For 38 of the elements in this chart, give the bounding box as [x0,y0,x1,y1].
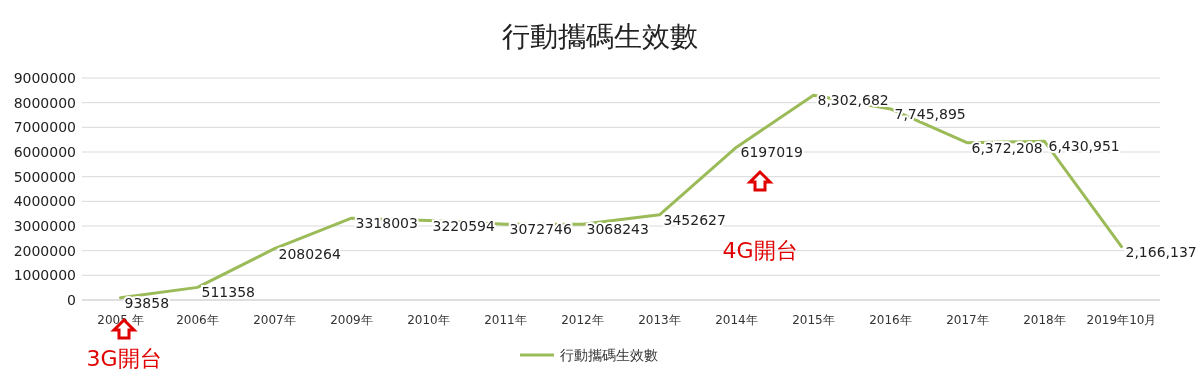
data-label: 6,430,951 [1048,138,1120,155]
y-tick-label: 5000000 [13,168,76,185]
chart-title: 行動攜碼生效數 [502,20,698,53]
data-label: 3068243 [586,221,649,238]
x-tick-label: 2017年 [946,313,989,327]
y-tick-label: 1000000 [13,267,76,284]
x-tick-label: 2013年 [638,313,681,327]
x-tick-label: 2016年 [869,313,912,327]
x-tick-label: 2010年 [407,313,450,327]
x-tick-label: 2009年 [330,313,373,327]
y-tick-label: 6000000 [13,144,76,160]
y-tick-label: 9000000 [13,70,76,86]
y-tick-label: 4000000 [13,193,76,210]
y-tick-label: 8000000 [13,94,76,111]
text: 3G開台 [86,346,162,371]
x-tick-label: 2011年 [484,313,527,327]
data-label: 6,372,208 [971,139,1043,156]
x-tick-label: 2014年 [715,313,758,327]
x-tick-label: 2012年 [561,313,604,327]
data-label: 2,166,137 [1125,243,1197,260]
x-tick-label: 2006年 [176,313,219,327]
x-tick-label: 2019年10月 [1086,313,1157,327]
data-label: 6197019 [740,144,803,161]
legend-label: 行動攜碼生效數 [560,347,658,363]
data-label: 3072746 [509,221,572,238]
data-label: 93858 [124,294,170,311]
y-tick-label: 2000000 [13,242,76,259]
y-tick-label: 0 [67,292,76,308]
y-tick-label: 7000000 [13,119,76,136]
x-tick-label: 2018年 [1023,313,1066,327]
data-label: 3452627 [663,211,726,228]
y-tick-label: 3000000 [13,218,76,234]
x-tick-label: 2015年 [792,313,835,327]
annotation: 4G開台 [722,238,798,263]
data-label: 3318003 [355,215,418,232]
x-tick-label: 2007年 [253,313,296,327]
data-label: 2080264 [278,245,341,262]
data-label: 511358 [201,284,255,301]
